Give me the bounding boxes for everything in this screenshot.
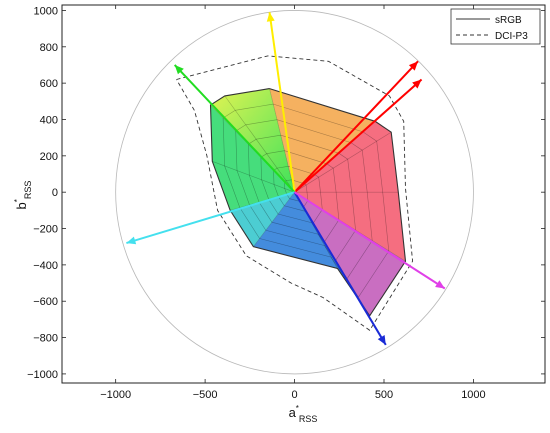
y-tick-label-5: 0: [52, 187, 58, 199]
srgb-mesh-2: [294, 131, 392, 193]
arrow-head-magenta: [435, 280, 445, 289]
arrow-yellow: [268, 12, 296, 193]
plot-area: [115, 10, 474, 375]
y-tick-label-10: −1000: [27, 369, 58, 381]
legend-label-dci-p3: DCI-P3: [495, 31, 528, 42]
legend: sRGB DCI-P3: [450, 8, 541, 45]
y-tick-label-4: 200: [40, 151, 58, 163]
y-tick-label-0: 1000: [34, 5, 58, 17]
x-tick-label-0: −1000: [100, 389, 131, 401]
arrow-green: [173, 64, 296, 193]
arrow-head-blue: [377, 335, 386, 345]
x-tick-label-1: −500: [193, 389, 218, 401]
y-tick-label-3: 400: [40, 114, 58, 126]
legend-box: [450, 8, 541, 45]
arrow-magenta: [294, 191, 446, 290]
x-axis-label: a*RSS: [289, 404, 318, 424]
legend-label-srgb: sRGB: [495, 15, 522, 26]
arrow-red-p3: [293, 60, 419, 193]
srgb-mesh-7: [253, 192, 295, 247]
y-tick-label-6: −200: [33, 224, 58, 236]
srgb-mesh-0: [269, 88, 295, 193]
x-tick-label-2: 0: [291, 389, 297, 401]
arrow-red: [293, 78, 423, 193]
sector-magenta: [294, 192, 406, 316]
arrow-head-cyan: [126, 236, 137, 245]
axis-ticks: −1000 −500 0 500 1000 1000 800 600 400 200 0 −200 −4…: [27, 5, 545, 401]
srgb-contour-0: [222, 103, 390, 298]
arrow-head-red: [412, 79, 422, 89]
x-tick-label-4: 1000: [461, 389, 485, 401]
sector-green: [210, 105, 295, 211]
y-tick-label-9: −800: [33, 333, 58, 345]
arrow-head-red-p3: [408, 61, 418, 71]
srgb-mesh-11: [224, 95, 295, 193]
arrow-head-yellow: [266, 12, 275, 22]
y-axis-label: b*RSS: [13, 181, 33, 210]
srgb-mesh-9: [212, 161, 295, 193]
y-tick-label-2: 600: [40, 78, 58, 90]
series-line-srgb: [209, 88, 407, 317]
arrow-cyan: [126, 191, 295, 245]
y-tick-label-1: 800: [40, 42, 58, 54]
arrow-blue: [293, 191, 387, 346]
sector-blue: [253, 192, 370, 316]
sector-cyan: [230, 192, 295, 247]
x-tick-label-3: 500: [375, 389, 393, 401]
arrow-head-green: [174, 64, 184, 75]
y-tick-label-8: −600: [33, 296, 58, 308]
sector-red: [294, 121, 406, 262]
sector-orange: [269, 88, 376, 193]
sector-yellow-green: [210, 88, 295, 193]
series-line-dci-p3: [176, 55, 414, 331]
reference-circle: [115, 10, 474, 375]
axes-frame: [61, 4, 546, 384]
y-tick-label-7: −400: [33, 260, 58, 272]
